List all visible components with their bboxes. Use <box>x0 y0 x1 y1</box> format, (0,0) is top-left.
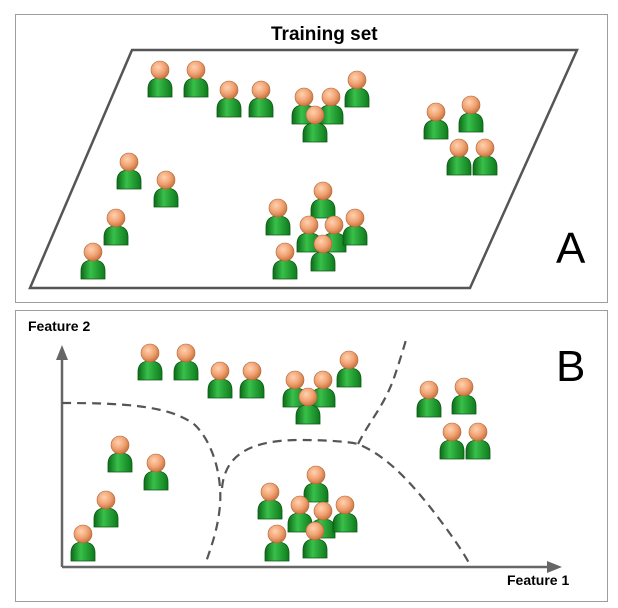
person-icon <box>216 80 242 118</box>
person-icon <box>143 453 169 491</box>
person-icon <box>207 361 233 399</box>
person-icon <box>93 490 119 528</box>
person-icon <box>302 521 328 559</box>
y-axis-arrow <box>56 345 68 360</box>
person-icon <box>264 524 290 562</box>
person-icon <box>137 343 163 381</box>
person-icon <box>310 370 336 408</box>
person-icon <box>70 524 96 562</box>
person-icon <box>423 102 449 140</box>
person-icon <box>342 208 368 246</box>
person-icon <box>332 495 358 533</box>
person-icon <box>439 422 465 460</box>
person-icon <box>296 215 322 253</box>
person-icon <box>147 60 173 98</box>
person-icon <box>272 242 298 280</box>
person-icon <box>107 435 133 473</box>
person-icon <box>239 361 265 399</box>
person-icon <box>458 95 484 133</box>
person-icon <box>336 350 362 388</box>
person-icon <box>318 87 344 125</box>
training-set-plane <box>28 48 579 290</box>
person-icon <box>310 234 336 272</box>
person-icon <box>344 70 370 108</box>
person-icon <box>302 105 328 143</box>
person-icon <box>465 422 491 460</box>
person-icon <box>116 152 142 190</box>
person-icon <box>416 380 442 418</box>
training-set-title: Training set <box>271 24 378 45</box>
person-icon <box>183 60 209 98</box>
person-icon <box>265 198 291 236</box>
person-icon <box>80 242 106 280</box>
panel-a-letter: A <box>556 224 586 273</box>
decision-boundary-middle <box>220 438 471 566</box>
person-icon <box>295 387 321 425</box>
x-axis-label: Feature 1 <box>507 572 570 588</box>
person-icon <box>257 482 283 520</box>
person-icon <box>303 465 329 503</box>
decision-boundary-left <box>61 401 222 566</box>
person-icon <box>153 170 179 208</box>
panel-b-letter: B <box>556 342 586 391</box>
person-icon <box>472 138 498 176</box>
person-icon <box>287 495 313 533</box>
person-icon <box>173 343 199 381</box>
x-axis-arrow <box>547 561 562 573</box>
person-icon <box>103 208 129 246</box>
person-icon <box>451 377 477 415</box>
person-icon <box>446 138 472 176</box>
y-axis-label: Feature 2 <box>28 318 91 334</box>
panel-a-training-set <box>15 14 608 303</box>
decision-boundary-upper <box>357 339 408 445</box>
person-icon <box>310 181 336 219</box>
person-icon <box>248 80 274 118</box>
